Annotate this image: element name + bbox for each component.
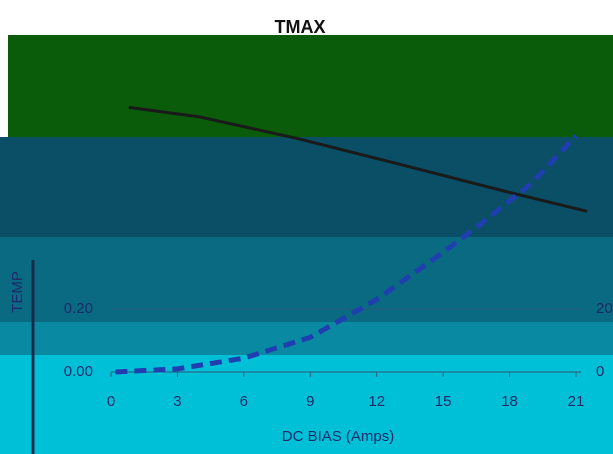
x-tick-label: 3 <box>173 393 181 410</box>
band <box>8 35 613 137</box>
y2-tick-label: 0 <box>596 363 604 380</box>
y-axis-title: TEMP <box>9 271 26 313</box>
x-tick-label: 0 <box>107 393 115 410</box>
series-line <box>115 134 578 375</box>
x-tick-label: 6 <box>240 393 248 410</box>
band <box>0 237 613 322</box>
y-tick-label: 0.20 <box>64 300 93 317</box>
x-tick-label: 12 <box>368 393 385 410</box>
band <box>0 137 613 237</box>
series-line <box>128 105 588 213</box>
x-axis-title: DC BIAS (Amps) <box>282 428 395 445</box>
chart-title: TMAX <box>275 17 326 37</box>
x-tick-label: 21 <box>568 393 585 410</box>
y2-tick-label: 20 <box>596 300 613 317</box>
x-tick-label: 15 <box>435 393 452 410</box>
y-tick-label: 0.00 <box>64 363 93 380</box>
x-tick-label: 18 <box>501 393 518 410</box>
x-tick-label: 9 <box>306 393 314 410</box>
